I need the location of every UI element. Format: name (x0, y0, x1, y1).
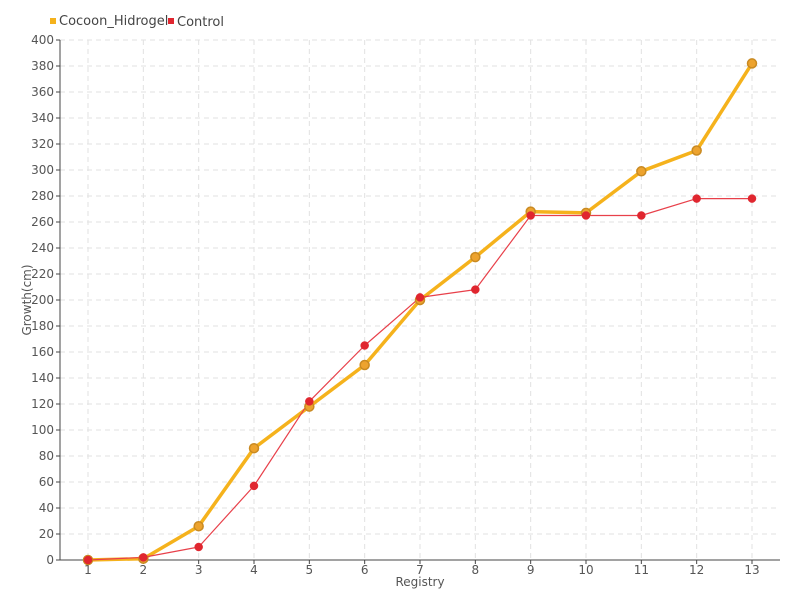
y-tick-label: 100 (31, 423, 54, 437)
y-tick-label: 340 (31, 111, 54, 125)
x-tick-label: 6 (361, 563, 369, 577)
legend: Cocoon_Hidrogel Control (50, 14, 224, 30)
data-point-control[interactable] (249, 481, 259, 491)
x-tick-label: 8 (472, 563, 480, 577)
y-tick-label: 380 (31, 59, 54, 73)
data-point-control[interactable] (637, 211, 646, 220)
x-tick-label: 7 (416, 563, 424, 577)
y-tick-label: 140 (31, 371, 54, 385)
y-tick-label: 0 (46, 553, 54, 567)
data-point-control[interactable] (526, 211, 535, 220)
data-point-cocoon-hidrogel[interactable] (193, 520, 204, 532)
y-axis-title: Growth(cm) (20, 264, 34, 335)
x-tick-label: 13 (744, 563, 759, 577)
x-tick-label: 5 (306, 563, 314, 577)
x-axis-title: Registry (395, 575, 444, 589)
y-tick-label: 80 (39, 449, 54, 463)
data-point-control[interactable] (471, 285, 480, 294)
x-tick-label: 12 (689, 563, 704, 577)
data-point-cocoon-hidrogel[interactable] (470, 251, 481, 263)
y-tick-label: 60 (39, 475, 54, 489)
grid (60, 39, 780, 560)
x-tick-label: 2 (140, 563, 148, 577)
data-point-control[interactable] (83, 555, 93, 565)
series (82, 58, 758, 566)
legend-label-control[interactable]: Control (177, 15, 224, 30)
x-tick-label: 9 (527, 563, 535, 577)
y-tick-label: 120 (31, 397, 54, 411)
x-tick-label: 3 (195, 563, 203, 577)
y-tick-label: 40 (39, 501, 54, 515)
data-point-control[interactable] (305, 397, 314, 406)
y-tick-label: 260 (31, 215, 54, 229)
y-tick-label: 400 (31, 33, 54, 47)
data-point-control[interactable] (692, 194, 701, 203)
y-tick-label: 220 (31, 267, 54, 281)
data-point-control[interactable] (581, 211, 591, 220)
y-tick-label: 200 (31, 293, 54, 307)
x-tick-label: 10 (578, 563, 593, 577)
y-ticks: 0 20 40 60 80 100 120 140 160 180 200 220 240 260 280 3… (31, 33, 60, 567)
legend-marker-cocoon-hidrogel[interactable] (50, 18, 56, 24)
x-tick-label: 1 (84, 563, 92, 577)
x-ticks: 1 2 3 4 5 6 7 8 9 10 11 12 13 (84, 560, 760, 577)
series-line-control (87, 198, 752, 561)
x-tick-label: 11 (634, 563, 649, 577)
data-point-control[interactable] (139, 553, 148, 562)
data-point-cocoon-hidrogel[interactable] (636, 166, 647, 177)
legend-label-cocoon-hidrogel[interactable]: Cocoon_Hidrogel (59, 14, 168, 29)
data-point-cocoon-hidrogel[interactable] (691, 145, 702, 156)
y-tick-label: 300 (31, 163, 54, 177)
y-tick-label: 280 (31, 189, 54, 203)
y-tick-label: 160 (31, 345, 54, 359)
data-point-cocoon-hidrogel[interactable] (248, 442, 260, 454)
data-point-control[interactable] (194, 542, 203, 552)
y-tick-label: 360 (31, 85, 54, 99)
y-tick-label: 180 (31, 319, 54, 333)
data-point-cocoon-hidrogel[interactable] (746, 58, 758, 69)
data-point-control[interactable] (360, 341, 369, 350)
data-point-control[interactable] (415, 293, 425, 302)
y-tick-label: 20 (39, 527, 54, 541)
data-point-cocoon-hidrogel[interactable] (359, 359, 370, 371)
x-tick-label: 4 (250, 563, 258, 577)
data-point-control[interactable] (747, 194, 757, 203)
y-tick-label: 240 (31, 241, 54, 255)
legend-marker-control[interactable] (168, 18, 174, 24)
y-tick-label: 320 (31, 137, 54, 151)
